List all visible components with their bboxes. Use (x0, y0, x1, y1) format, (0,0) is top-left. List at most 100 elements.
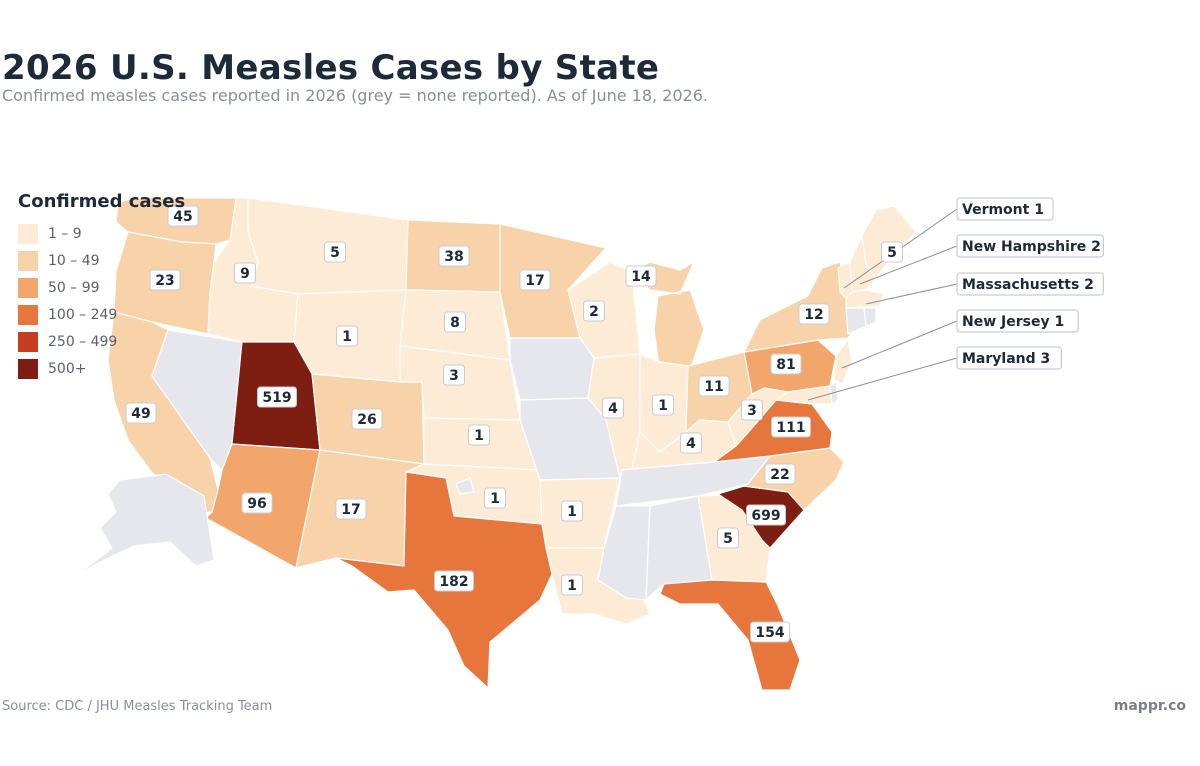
state-label-box (680, 432, 702, 454)
state-label-value: 11 (704, 379, 723, 395)
state-label-value: 182 (439, 574, 468, 590)
state-label-idaho: 9 (234, 262, 256, 284)
legend-item: 1 – 9 (18, 220, 185, 247)
state-label-new-mexico: 17 (335, 498, 367, 520)
state-label-box (798, 303, 830, 325)
legend-swatch (18, 331, 38, 352)
callout-maryland: Maryland 3 (956, 346, 1063, 370)
legend-title: Confirmed cases (18, 191, 186, 212)
state-label-box (257, 386, 297, 408)
state-label-nebraska: 3 (443, 364, 465, 386)
callout-text: New Hampshire 2 (962, 239, 1101, 255)
state-label-pennsylvania: 81 (770, 353, 802, 375)
state-label-value: 3 (449, 368, 459, 384)
state-value-labels: 4523499515199626173883111821711241411145… (125, 205, 903, 643)
state-label-value: 1 (567, 578, 577, 594)
state-label-value: 49 (131, 406, 150, 422)
state-label-virginia: 111 (771, 416, 811, 438)
state-label-value: 38 (444, 249, 463, 265)
state-label-box (561, 500, 583, 522)
state-rhode-island[interactable] (863, 307, 877, 327)
state-label-box (771, 416, 811, 438)
state-label-texas: 182 (434, 570, 474, 592)
state-label-value: 5 (330, 245, 340, 261)
states-layer (77, 197, 917, 691)
state-label-oregon: 23 (149, 269, 181, 291)
callout-vermont: Vermont 1 (956, 197, 1054, 221)
legend-item: 50 – 99 (18, 274, 185, 301)
state-label-box (881, 241, 903, 263)
state-label-value: 14 (631, 269, 651, 285)
state-label-box (484, 487, 506, 509)
state-label-value: 3 (747, 403, 757, 419)
state-label-value: 111 (776, 420, 805, 436)
state-label-value: 23 (155, 273, 174, 289)
state-label-washington: 45 (167, 205, 199, 227)
state-hawaii[interactable] (455, 477, 475, 495)
state-label-box (434, 570, 474, 592)
legend-item: 10 – 49 (18, 247, 185, 274)
legend-label: 1 – 9 (48, 225, 82, 242)
state-label-value: 26 (357, 412, 376, 428)
state-label-value: 154 (755, 625, 784, 641)
state-connecticut[interactable] (845, 307, 867, 335)
state-label-box (125, 402, 157, 424)
callout-text: New Jersey 1 (962, 314, 1064, 330)
state-maryland[interactable] (775, 385, 833, 405)
state-label-box (717, 527, 739, 549)
state-label-wisconsin: 2 (583, 300, 605, 322)
state-label-box (602, 397, 624, 419)
state-label-value: 45 (173, 209, 192, 225)
state-label-utah: 519 (257, 386, 297, 408)
legend-label: 50 – 99 (48, 279, 100, 296)
state-alaska[interactable] (77, 473, 215, 575)
state-label-box (167, 205, 199, 227)
state-label-box (324, 241, 346, 263)
callout-box (956, 272, 1104, 296)
state-label-value: 4 (608, 401, 618, 417)
callout-text: Maryland 3 (962, 351, 1050, 367)
state-new-jersey[interactable] (833, 339, 853, 385)
state-label-west-virginia: 3 (741, 399, 763, 421)
state-label-value: 5 (723, 531, 733, 547)
state-label-value: 17 (525, 273, 544, 289)
state-label-box (746, 504, 786, 526)
callout-text: Massachusetts 2 (962, 277, 1094, 293)
state-label-new-york: 12 (798, 303, 830, 325)
callout-leaders (807, 208, 958, 401)
state-label-colorado: 26 (351, 408, 383, 430)
legend-items: 1 – 9 10 – 49 50 – 99 100 – 249 250 – 499 500… (18, 220, 185, 382)
legend: Confirmed cases 1 – 9 10 – 49 50 – 99 100 –… (18, 191, 185, 382)
legend-swatch (18, 358, 38, 379)
state-label-box (149, 269, 181, 291)
state-iowa[interactable] (509, 337, 595, 401)
legend-item: 500+ (18, 355, 185, 382)
state-label-box (234, 262, 256, 284)
callout-box (956, 197, 1054, 221)
state-label-florida: 154 (750, 621, 790, 643)
state-label-box (764, 463, 796, 485)
state-label-value: 4 (686, 436, 696, 452)
state-label-north-dakota: 38 (438, 245, 470, 267)
state-label-box (750, 621, 790, 643)
state-florida[interactable] (659, 579, 801, 691)
state-label-box (241, 492, 273, 514)
legend-swatch (18, 277, 38, 298)
state-label-value: 9 (240, 266, 250, 282)
state-label-wyoming: 1 (336, 325, 358, 347)
state-label-north-carolina: 22 (764, 463, 796, 485)
state-label-box (335, 498, 367, 520)
callout-labels: Vermont 1 New Hampshire 2 Massachusetts 2 N… (956, 197, 1104, 370)
callout-leader-new-hampshire (859, 245, 958, 285)
state-label-box (519, 269, 551, 291)
state-label-box (468, 424, 490, 446)
map-title: 2026 U.S. Measles Cases by State (2, 48, 660, 88)
state-label-value: 12 (804, 307, 823, 323)
state-label-value: 17 (341, 502, 360, 518)
callout-box (956, 234, 1104, 258)
state-massachusetts[interactable] (845, 289, 885, 309)
state-label-ohio: 11 (698, 375, 730, 397)
state-label-box (741, 399, 763, 421)
callout-box (956, 346, 1063, 370)
